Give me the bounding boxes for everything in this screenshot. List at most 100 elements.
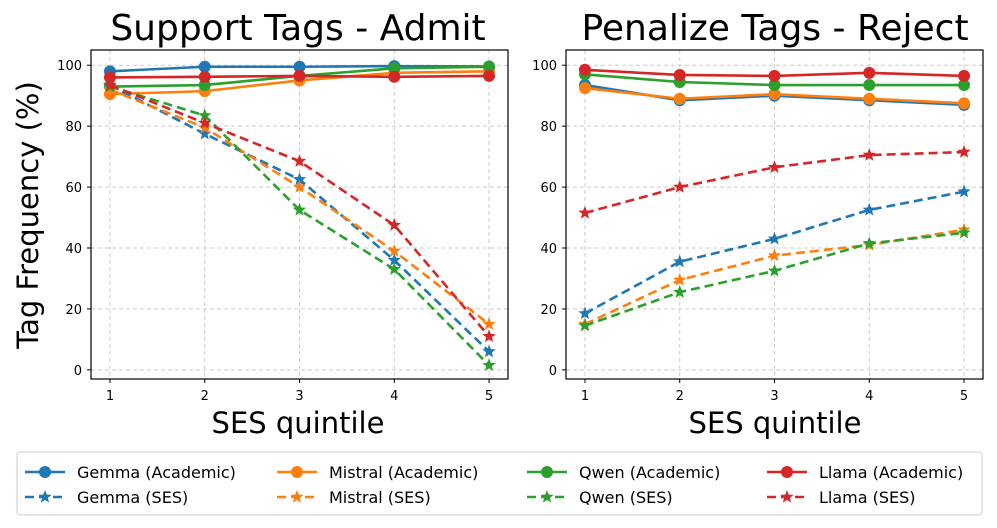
legend-label-mistral-academic: Mistral (Academic) [329, 463, 478, 482]
left-y-tick-label: 40 [65, 242, 82, 257]
right-point-qwen-ses [957, 225, 971, 239]
right-point-qwen-academic [863, 79, 876, 92]
right-point-mistral-academic [863, 92, 876, 105]
left-point-qwen-ses [198, 108, 212, 122]
left-point-gemma-ses [387, 253, 401, 266]
legend-label-llama-academic: Llama (Academic) [819, 463, 963, 482]
left-point-qwen-academic [483, 60, 496, 73]
right-x-tick-label: 2 [676, 389, 684, 404]
legend-marker-qwen-academic [541, 466, 553, 478]
right-point-mistral-ses [673, 273, 687, 286]
right-point-qwen-ses [767, 263, 782, 277]
right-point-llama-academic [673, 68, 686, 81]
legend-entry-qwen-ses: Qwen (SES) [527, 488, 673, 507]
right-plot-frame [565, 49, 984, 380]
left-y-tick-label: 80 [65, 120, 82, 135]
right-point-gemma-ses [767, 231, 782, 245]
left-point-llama-academic [198, 70, 211, 83]
legend-entry-mistral-academic: Mistral (Academic) [277, 463, 478, 482]
left-point-gemma-ses [292, 172, 307, 186]
right-series-mistral-academic [578, 82, 971, 110]
left-chart-title: Support Tags - Admit [110, 8, 485, 49]
right-chart: 1 2 3 4 5 0 20 40 60 80 100 [532, 49, 984, 404]
left-x-tick-label: 4 [390, 389, 398, 404]
legend-label-qwen-ses: Qwen (SES) [579, 488, 673, 507]
left-point-qwen-ses [482, 358, 496, 371]
left-x-tick-label: 3 [295, 389, 303, 404]
legend-entry-qwen-academic: Qwen (Academic) [527, 463, 720, 482]
legend-entry-gemma-ses: Gemma (SES) [25, 488, 188, 507]
left-chart: 1 2 3 4 5 0 20 40 60 80 100 [57, 49, 509, 404]
right-point-mistral-academic [578, 82, 591, 95]
right-series-line-llama-ses [584, 150, 965, 215]
left-point-llama-ses [198, 116, 212, 129]
left-point-qwen-academic [388, 62, 401, 75]
right-series-line-gemma-ses [584, 190, 965, 315]
right-y-tick-label: 100 [532, 59, 557, 74]
legend-label-mistral-ses: Mistral (SES) [329, 488, 431, 507]
left-point-qwen-academic [198, 79, 211, 92]
right-point-gemma-ses [862, 202, 876, 216]
legend-entry-llama-ses: Llama (SES) [767, 488, 916, 507]
right-point-qwen-ses [578, 318, 592, 332]
legend-entry-gemma-academic: Gemma (Academic) [25, 463, 236, 482]
right-point-mistral-academic [958, 97, 971, 110]
left-x-tick-label: 2 [201, 389, 209, 404]
right-point-llama-academic [958, 69, 971, 82]
legend-label-llama-ses: Llama (SES) [819, 488, 916, 507]
legend-label-qwen-academic: Qwen (Academic) [579, 463, 720, 482]
right-point-qwen-ses [673, 285, 687, 298]
legend-entry-mistral-ses: Mistral (SES) [277, 488, 431, 507]
legend-label-gemma-ses: Gemma (SES) [77, 488, 188, 507]
left-series-llama-academic [103, 69, 496, 84]
legend-marker-gemma-academic [39, 466, 51, 478]
legend-marker-llama-academic [781, 466, 793, 478]
right-point-llama-ses [957, 145, 971, 158]
right-point-qwen-ses [862, 236, 876, 250]
left-point-llama-academic [483, 69, 496, 82]
right-point-gemma-ses [957, 184, 971, 198]
right-x-tick-label: 3 [770, 389, 778, 404]
legend-marker-mistral-ses [290, 490, 304, 503]
right-point-llama-ses [767, 160, 782, 173]
left-series-llama-ses [103, 78, 496, 343]
left-x-tick-label: 5 [485, 389, 493, 404]
left-point-gemma-ses [198, 126, 212, 140]
legend-box [16, 451, 983, 516]
legend: Gemma (Academic) Mistral (Academic) Qwen (… [25, 463, 963, 507]
right-point-qwen-academic [958, 79, 971, 92]
left-point-llama-academic [103, 71, 116, 84]
left-x-tick-label: 1 [106, 389, 114, 404]
left-point-qwen-ses [292, 202, 307, 216]
right-series-gemma-ses [578, 184, 971, 320]
left-point-gemma-ses [482, 344, 496, 358]
left-series-gemma-ses [103, 78, 496, 358]
left-point-mistral-ses [482, 317, 496, 330]
right-point-llama-academic [768, 69, 781, 82]
right-point-mistral-academic [673, 92, 686, 105]
left-point-mistral-ses [198, 120, 212, 134]
left-point-mistral-ses [387, 244, 401, 257]
right-point-llama-academic [578, 63, 591, 76]
right-point-gemma-ses [578, 306, 592, 320]
legend-entry-llama-academic: Llama (Academic) [767, 463, 963, 482]
right-x-tick-label: 4 [865, 389, 873, 404]
left-x-axis-label: SES quintile [212, 406, 385, 440]
right-point-gemma-ses [673, 254, 687, 268]
right-y-tick-label: 20 [540, 303, 557, 318]
right-x-tick-label: 1 [581, 389, 589, 404]
legend-marker-gemma-ses [38, 490, 52, 503]
left-point-llama-ses [482, 329, 496, 343]
right-series-qwen-ses [578, 225, 971, 332]
left-point-llama-ses [387, 218, 401, 231]
right-x-axis-label: SES quintile [689, 406, 862, 440]
left-point-llama-ses [292, 154, 307, 167]
left-y-tick-label: 0 [74, 364, 82, 379]
right-chart-title: Penalize Tags - Reject [581, 8, 968, 49]
right-point-mistral-ses [767, 248, 782, 262]
y-axis-label: Tag Frequency (%) [11, 81, 45, 350]
left-point-llama-ses [103, 78, 117, 91]
legend-marker-llama-ses [780, 490, 794, 503]
right-point-llama-ses [673, 180, 687, 193]
